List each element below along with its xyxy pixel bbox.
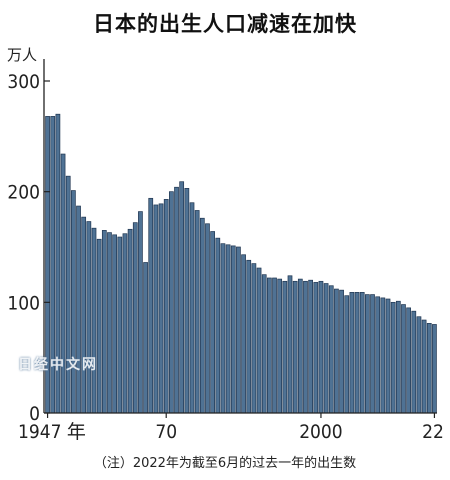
- bar-1962: [122, 233, 128, 414]
- x-tick-label-2000: 2000: [299, 421, 343, 443]
- bar-1995: [292, 280, 298, 414]
- bar-1972: [174, 186, 179, 414]
- bar-2002: [328, 285, 334, 414]
- bar-2016: [401, 304, 406, 414]
- bar-2012: [380, 297, 386, 414]
- bar-2010: [370, 294, 375, 414]
- bar-1951: [65, 175, 71, 414]
- bar-1956: [91, 227, 97, 414]
- bar-2003: [334, 288, 339, 414]
- bar-1989: [261, 274, 267, 414]
- y-unit-label: 万人: [7, 46, 37, 64]
- bar-1980: [215, 237, 221, 414]
- chart-title: 日本的出生人口减速在加快: [93, 12, 357, 36]
- bar-1979: [210, 231, 215, 414]
- bar-1961: [117, 236, 123, 414]
- bar-2022: [432, 324, 437, 414]
- bar-1955: [86, 221, 92, 414]
- bar-1996: [297, 278, 303, 414]
- bar-2001: [323, 283, 329, 414]
- bar-1975: [189, 202, 195, 414]
- bar-1969: [158, 203, 164, 414]
- bar-1991: [272, 277, 277, 414]
- bar-1950: [60, 153, 66, 414]
- x-tick-label-1970: 70: [155, 421, 177, 443]
- bar-1971: [169, 191, 174, 414]
- bar-1997: [303, 280, 308, 414]
- bar-1974: [184, 188, 190, 414]
- bar-2020: [421, 319, 427, 414]
- y-tick-label-200: 200: [7, 182, 40, 204]
- bar-2015: [395, 300, 401, 414]
- bar-1973: [179, 181, 185, 414]
- bar-1959: [107, 232, 112, 414]
- bar-1976: [194, 210, 200, 414]
- bar-1986: [246, 259, 252, 414]
- bar-1965: [138, 211, 143, 414]
- bar-1966: [143, 262, 148, 414]
- bar-1985: [241, 254, 246, 414]
- bar-2017: [406, 307, 411, 414]
- bars-group: [45, 113, 437, 414]
- bar-1967: [148, 197, 154, 414]
- bar-1963: [127, 228, 133, 414]
- bar-2004: [339, 289, 344, 414]
- bar-1970: [163, 199, 169, 414]
- bar-1981: [220, 243, 226, 414]
- bar-2007: [354, 292, 360, 414]
- bar-2014: [390, 301, 396, 414]
- bar-2011: [375, 296, 381, 414]
- y-tick-label-100: 100: [7, 292, 40, 314]
- bar-1993: [282, 280, 288, 414]
- bar-2013: [385, 298, 391, 414]
- bar-1968: [153, 204, 159, 414]
- bar-2006: [349, 292, 355, 414]
- bar-1978: [205, 223, 210, 414]
- bar-1994: [287, 275, 293, 414]
- y-tick-label-300: 300: [7, 71, 40, 93]
- bar-1988: [256, 267, 262, 414]
- x-tick-label-2022: 22: [422, 421, 444, 443]
- bar-1958: [101, 230, 107, 414]
- bar-1990: [267, 277, 272, 414]
- footnote: （注）2022年为截至6月的过去一年的出生数: [93, 456, 357, 471]
- y-tick-label-0: 0: [29, 403, 40, 425]
- bar-1999: [313, 282, 319, 414]
- bar-1977: [199, 217, 205, 414]
- bar-1957: [96, 238, 102, 414]
- bar-2021: [426, 323, 432, 414]
- watermark: 日经中文网: [18, 357, 98, 373]
- axes-group: 万人 0 100 200 300 1947 年 70 2000 22: [7, 46, 444, 443]
- bar-2005: [344, 295, 350, 414]
- bar-1953: [76, 205, 81, 414]
- x-tick-label-1947: 1947 年: [18, 421, 86, 443]
- bar-2009: [365, 294, 370, 414]
- bar-1954: [81, 216, 87, 414]
- bar-2008: [359, 292, 365, 414]
- bar-1987: [251, 263, 257, 414]
- bar-2018: [411, 310, 417, 414]
- bar-2019: [416, 316, 422, 414]
- bar-1984: [236, 246, 241, 414]
- bar-1982: [225, 244, 231, 414]
- bar-2000: [318, 280, 324, 414]
- bar-1952: [71, 190, 76, 414]
- bar-1964: [132, 222, 138, 414]
- bar-1960: [112, 234, 117, 414]
- bar-1992: [277, 278, 283, 414]
- bar-1983: [230, 245, 236, 414]
- bar-1998: [308, 279, 313, 414]
